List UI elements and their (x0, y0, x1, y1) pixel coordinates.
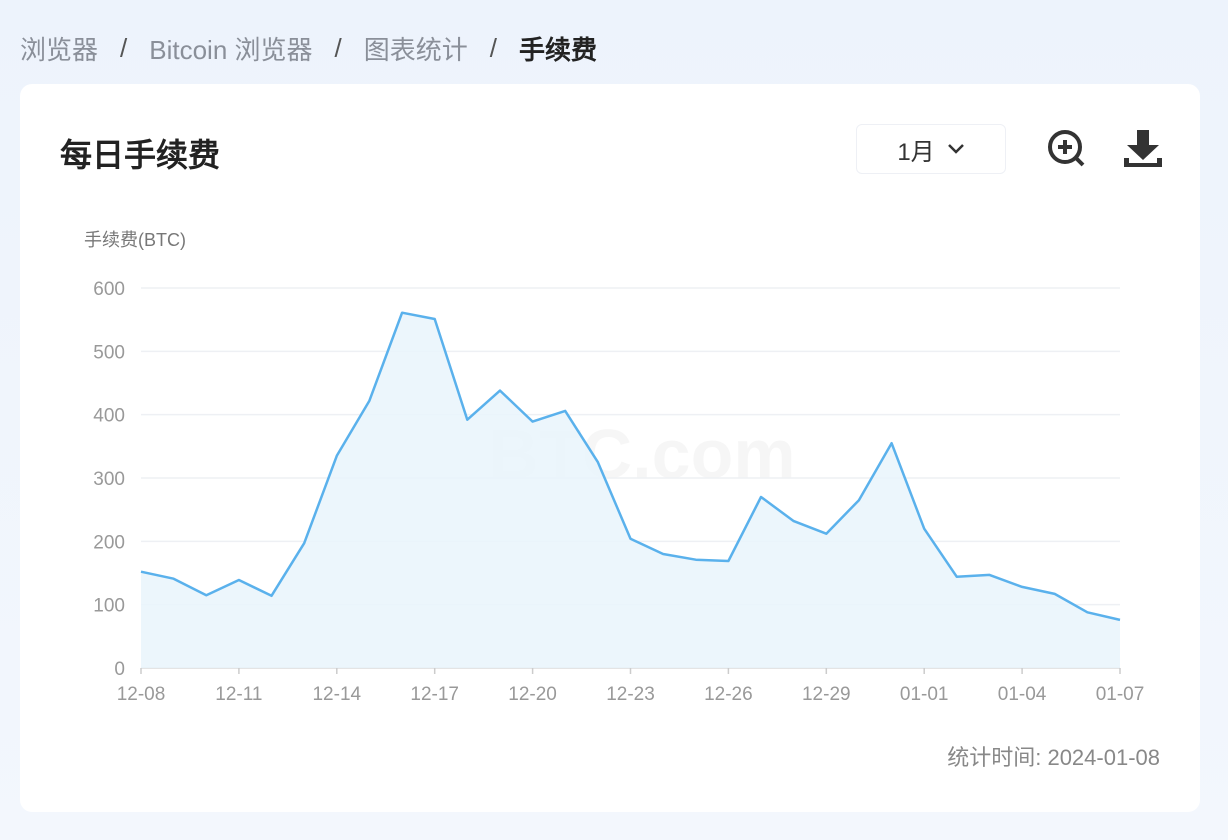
x-tick-label: 12-23 (606, 684, 655, 705)
data-point (270, 594, 274, 598)
data-point (563, 409, 567, 413)
breadcrumb-explorer[interactable]: 浏览器 (20, 35, 99, 65)
data-point (1118, 618, 1122, 622)
x-tick-label: 01-07 (1096, 684, 1145, 705)
data-point (498, 389, 502, 393)
data-point (531, 420, 535, 424)
y-tick-label: 600 (93, 279, 125, 300)
y-axis-label: 手续费(BTC) (84, 230, 186, 250)
data-point (465, 418, 469, 422)
y-tick-label: 300 (93, 469, 125, 490)
breadcrumb-current: 手续费 (519, 35, 598, 65)
x-tick-label: 01-01 (900, 684, 949, 705)
data-point (139, 570, 143, 574)
breadcrumb-charts[interactable]: 图表统计 (363, 35, 468, 65)
x-tick-label: 12-29 (802, 684, 851, 705)
y-tick-label: 0 (114, 659, 125, 680)
data-point (890, 441, 894, 445)
breadcrumb: 浏览器 / Bitcoin 浏览器 / 图表统计 / 手续费 (20, 30, 597, 67)
y-tick-label: 400 (93, 406, 125, 427)
data-point (759, 495, 763, 499)
period-select[interactable]: 1月 (856, 124, 1006, 174)
x-tick-label: 12-11 (215, 684, 262, 705)
card-title: 每日手续费 (60, 137, 221, 173)
data-point (955, 575, 959, 579)
data-point (596, 460, 600, 464)
x-tick-label: 12-26 (704, 684, 753, 705)
y-tick-label: 500 (93, 342, 125, 363)
breadcrumb-separator: / (120, 33, 128, 63)
area-fill (141, 312, 1120, 668)
data-point (661, 552, 665, 556)
chevron-down-icon (947, 144, 964, 154)
breadcrumb-separator: / (489, 33, 497, 63)
zoom-in-icon[interactable] (1046, 128, 1088, 170)
breadcrumb-separator: / (334, 33, 342, 63)
data-point (204, 593, 208, 597)
data-point (792, 519, 796, 523)
x-tick-label: 12-20 (508, 684, 557, 705)
series-line (140, 311, 1121, 622)
data-point (1085, 610, 1089, 614)
data-point (237, 578, 241, 582)
x-tick-label: 12-17 (410, 684, 459, 705)
y-tick-label: 200 (93, 532, 125, 553)
data-point (694, 558, 698, 562)
period-select-value: 1月 (897, 138, 935, 166)
data-point (824, 532, 828, 536)
data-point (302, 541, 306, 545)
data-point (433, 317, 437, 321)
data-point (1053, 592, 1057, 596)
data-point (1020, 585, 1024, 589)
data-point (367, 399, 371, 403)
y-tick-label: 100 (93, 596, 125, 617)
data-point (922, 527, 926, 531)
data-point (987, 573, 991, 577)
data-point (400, 311, 404, 315)
breadcrumb-bitcoin-explorer[interactable]: Bitcoin 浏览器 (149, 35, 313, 65)
data-point (629, 537, 633, 541)
data-point (335, 454, 339, 458)
data-point (172, 577, 176, 581)
x-tick-label: 12-14 (312, 684, 361, 705)
stat-time: 统计时间: 2024-01-08 (947, 745, 1160, 770)
data-point (726, 559, 730, 563)
x-tick-label: 12-08 (117, 684, 166, 705)
chart-card: 每日手续费 1月 手续费(BTC) 统计时间: 2024-01-08 (20, 84, 1200, 812)
download-icon[interactable] (1122, 128, 1164, 170)
x-tick-label: 01-04 (998, 684, 1047, 705)
data-point (857, 498, 861, 502)
